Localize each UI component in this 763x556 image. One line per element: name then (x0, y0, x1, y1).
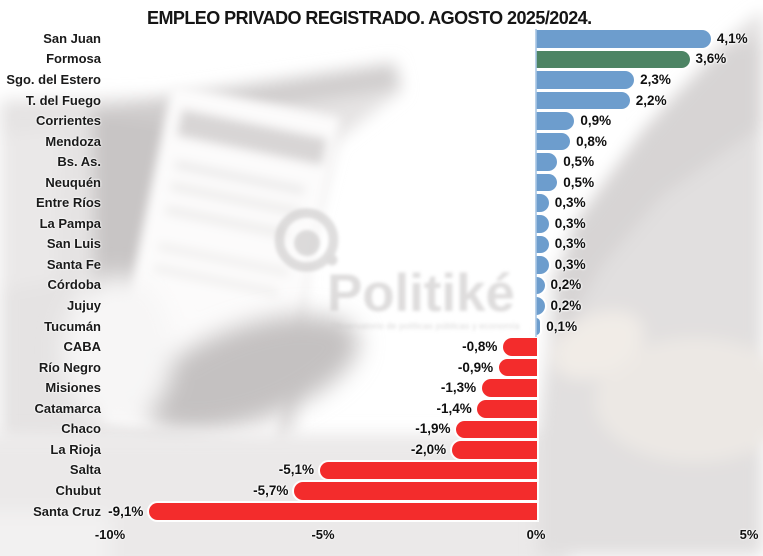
svg-text:Politiké: Politiké (327, 264, 515, 323)
svg-text:Observatorio de políticas públ: Observatorio de políticas públicas y eco… (331, 321, 520, 331)
